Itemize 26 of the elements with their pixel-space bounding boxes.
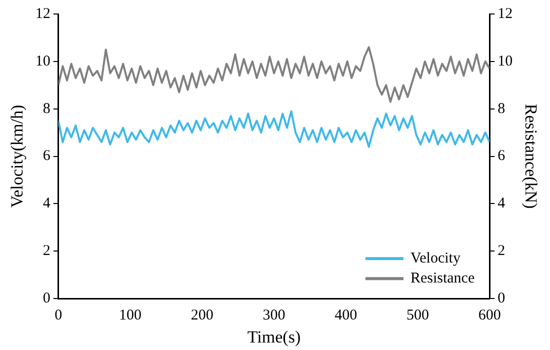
y-tick-label: 6 xyxy=(42,148,51,164)
y-tick-label: 0 xyxy=(42,290,50,307)
y-tick-label: 12 xyxy=(35,6,50,22)
x-tick-label: 500 xyxy=(406,308,429,324)
y2-tick-label: 6 xyxy=(498,148,506,164)
x-tick-label: 100 xyxy=(119,308,142,324)
y-tick-label: 8 xyxy=(42,100,50,117)
legend-label: Velocity xyxy=(410,250,461,267)
y2-tick-label: 0 xyxy=(498,290,506,307)
x-tick-label: 300 xyxy=(262,308,286,324)
x-tick-label: 400 xyxy=(334,308,358,324)
y2-tick-label: 12 xyxy=(498,6,513,22)
y2-axis-title: Resistance(kN) xyxy=(521,104,540,209)
y-tick-label: 10 xyxy=(35,53,50,70)
legend-label: Resistance xyxy=(410,270,475,287)
y2-tick-label: 8 xyxy=(498,100,506,117)
y2-tick-label: 4 xyxy=(498,196,506,212)
x-axis-title: Time(s) xyxy=(247,327,301,346)
x-tick-label: 200 xyxy=(190,308,214,324)
x-tick-label: 600 xyxy=(478,308,501,324)
y-tick-label: 2 xyxy=(42,243,50,260)
y-tick-label: 4 xyxy=(42,196,51,212)
y2-tick-label: 10 xyxy=(498,53,513,70)
y-axis-title: Velocity(km/h) xyxy=(8,104,27,208)
x-tick-label: 0 xyxy=(54,308,62,324)
y2-tick-label: 2 xyxy=(498,243,506,260)
